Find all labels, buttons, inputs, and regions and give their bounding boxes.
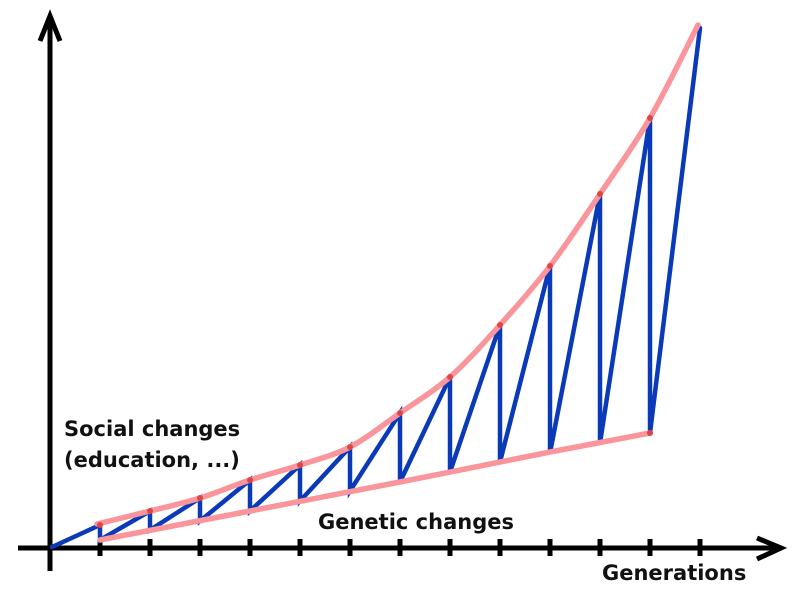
touch-point-dot bbox=[497, 322, 503, 328]
genetic-changes-lower-envelope-curve bbox=[97, 430, 653, 543]
touch-point-dot bbox=[147, 508, 153, 514]
per-generation-sawtooth-curve bbox=[49, 25, 703, 550]
social-changes-label: Social changes (education, ...) bbox=[64, 414, 240, 476]
touch-point-dot bbox=[597, 191, 603, 197]
social-changes-label-line1: Social changes bbox=[64, 417, 241, 441]
touch-point-dot bbox=[397, 410, 403, 416]
genetic-changes-label: Genetic changes bbox=[318, 510, 514, 534]
touch-point-dot bbox=[647, 115, 653, 121]
social-changes-label-line2: (education, ...) bbox=[64, 448, 240, 472]
x-axis-label: Generations bbox=[602, 561, 747, 585]
social-changes-upper-envelope-curve bbox=[94, 22, 701, 527]
x-axis-arrowhead-icon bbox=[755, 535, 788, 562]
touch-point-dot bbox=[197, 495, 203, 501]
touch-point-dot bbox=[247, 477, 253, 483]
touch-point-dot bbox=[297, 462, 303, 468]
touch-point-dot bbox=[547, 263, 553, 269]
y-axis-arrowhead-icon bbox=[37, 9, 63, 42]
touch-point-dot bbox=[347, 444, 353, 450]
touch-point-dot bbox=[447, 374, 453, 380]
touch-point-dot bbox=[647, 430, 653, 436]
touch-point-dot bbox=[97, 522, 103, 528]
